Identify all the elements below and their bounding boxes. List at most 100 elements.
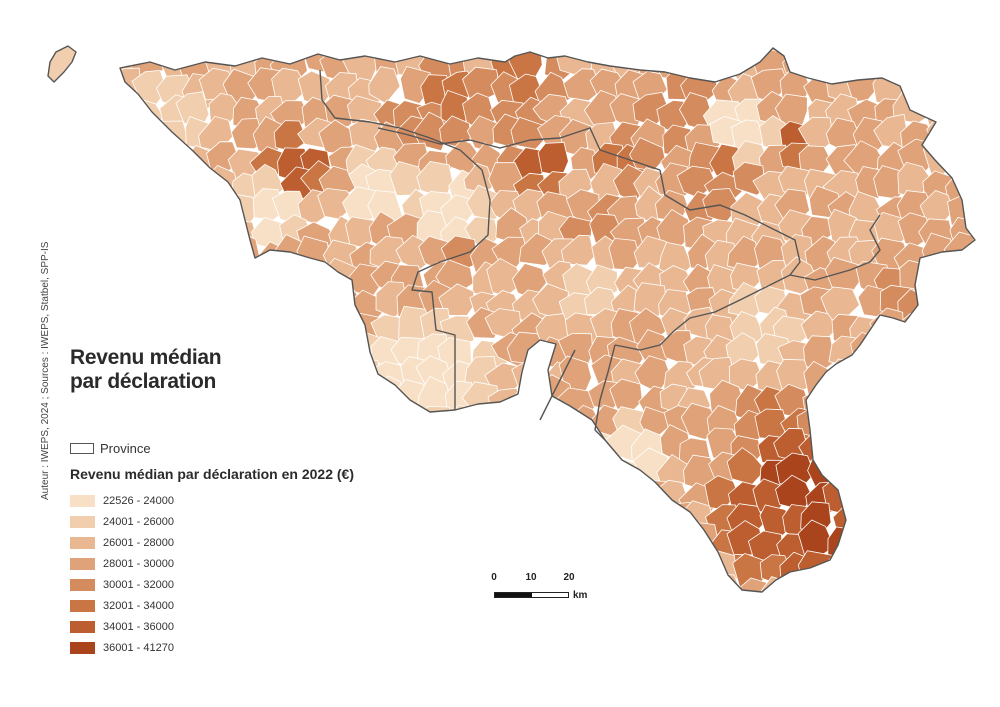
municipality-polygon xyxy=(559,524,599,559)
municipality-polygon xyxy=(328,310,359,350)
municipality-polygon xyxy=(870,401,910,440)
municipality-polygon xyxy=(447,572,481,592)
municipality-polygon xyxy=(796,48,834,77)
municipality-polygon xyxy=(631,525,664,558)
legend-class-label: 34001 - 36000 xyxy=(103,620,174,633)
legend-swatch xyxy=(70,620,95,633)
municipality-polygon xyxy=(297,504,333,543)
municipality-polygon xyxy=(467,458,505,491)
municipality-polygon xyxy=(925,555,962,588)
municipality-polygon xyxy=(631,48,667,61)
municipality-polygon xyxy=(942,310,975,343)
municipality-polygon xyxy=(254,426,289,466)
municipality-polygon xyxy=(222,478,257,512)
municipality-polygon xyxy=(493,412,529,449)
municipality-polygon xyxy=(372,496,412,534)
municipality-polygon xyxy=(372,411,407,444)
exclave-outline xyxy=(47,45,77,83)
municipality-polygon xyxy=(945,576,975,592)
municipality-polygon xyxy=(900,362,934,395)
municipality-polygon xyxy=(249,579,283,592)
municipality-polygon xyxy=(964,96,975,131)
municipality-polygon xyxy=(296,355,329,389)
municipality-polygon xyxy=(324,290,361,330)
municipality-polygon xyxy=(732,593,764,629)
municipality-polygon xyxy=(878,383,913,422)
municipality-polygon xyxy=(725,48,762,52)
municipality-polygon xyxy=(120,235,121,269)
municipality-polygon xyxy=(559,450,596,487)
legend-swatch xyxy=(70,578,95,591)
municipality-polygon xyxy=(655,48,690,54)
legend-swatch xyxy=(70,494,95,507)
municipality-polygon xyxy=(968,503,975,539)
municipality-polygon xyxy=(538,48,576,57)
municipality-polygon xyxy=(495,458,529,492)
municipality-polygon xyxy=(916,411,955,448)
municipality-polygon xyxy=(950,380,975,417)
municipality-polygon xyxy=(920,73,953,109)
legend-row: 26001 - 28000 xyxy=(70,532,174,553)
municipality-polygon xyxy=(853,457,887,497)
municipality-polygon xyxy=(829,51,866,84)
municipality-polygon xyxy=(896,578,928,592)
legend-swatch xyxy=(70,641,95,654)
municipality-polygon xyxy=(970,315,975,349)
municipality-polygon xyxy=(298,282,334,318)
municipality-polygon xyxy=(464,48,499,59)
municipality-polygon xyxy=(920,337,953,375)
municipality-polygon xyxy=(296,235,330,272)
municipality-polygon xyxy=(469,479,507,514)
municipality-polygon xyxy=(128,263,166,299)
municipality-polygon xyxy=(131,141,170,183)
municipality-polygon xyxy=(226,308,261,343)
legend-swatch xyxy=(70,536,95,549)
municipality-polygon xyxy=(182,427,219,462)
municipality-polygon xyxy=(198,526,233,564)
municipality-polygon xyxy=(614,508,649,542)
legend-class-label: 36001 - 41270 xyxy=(103,641,174,654)
municipality-polygon xyxy=(271,479,312,508)
legend-swatch xyxy=(70,557,95,570)
scale-tick-0: 0 xyxy=(491,572,497,583)
municipality-polygon xyxy=(322,524,358,560)
municipality-polygon xyxy=(294,478,329,513)
municipality-polygon xyxy=(823,601,854,632)
municipality-polygon xyxy=(969,142,975,177)
legend-class-label: 30001 - 32000 xyxy=(103,578,174,591)
municipality-polygon xyxy=(126,286,164,317)
municipality-polygon xyxy=(367,435,404,471)
municipality-polygon xyxy=(682,48,718,58)
municipality-polygon xyxy=(249,308,281,345)
municipality-polygon xyxy=(777,596,809,632)
province-outline-icon xyxy=(70,443,94,454)
municipality-polygon xyxy=(417,598,456,628)
municipality-polygon xyxy=(246,479,281,510)
municipality-polygon xyxy=(704,595,739,631)
municipality-polygon xyxy=(392,506,429,545)
municipality-polygon xyxy=(944,287,975,325)
municipality-polygon xyxy=(947,95,975,131)
municipality-polygon xyxy=(921,576,953,592)
municipality-polygon xyxy=(85,258,120,295)
municipality-polygon xyxy=(274,362,310,395)
municipality-polygon xyxy=(203,289,239,325)
municipality-polygon xyxy=(296,308,333,342)
municipality-polygon xyxy=(965,382,975,416)
scale-tick-10: 10 xyxy=(525,572,537,583)
municipality-polygon xyxy=(970,571,975,592)
municipality-polygon xyxy=(938,525,975,560)
municipality-polygon xyxy=(224,263,258,299)
municipality-polygon xyxy=(347,498,381,532)
municipality-polygon xyxy=(939,402,975,438)
municipality-polygon xyxy=(825,576,860,592)
municipality-polygon xyxy=(232,549,265,585)
municipality-polygon xyxy=(872,48,907,80)
municipality-polygon xyxy=(206,502,242,542)
municipality-polygon xyxy=(160,48,193,59)
wallonia-outline xyxy=(119,47,976,593)
municipality-polygon xyxy=(329,403,361,437)
municipality-polygon xyxy=(848,606,880,634)
municipality-polygon xyxy=(979,475,1000,509)
